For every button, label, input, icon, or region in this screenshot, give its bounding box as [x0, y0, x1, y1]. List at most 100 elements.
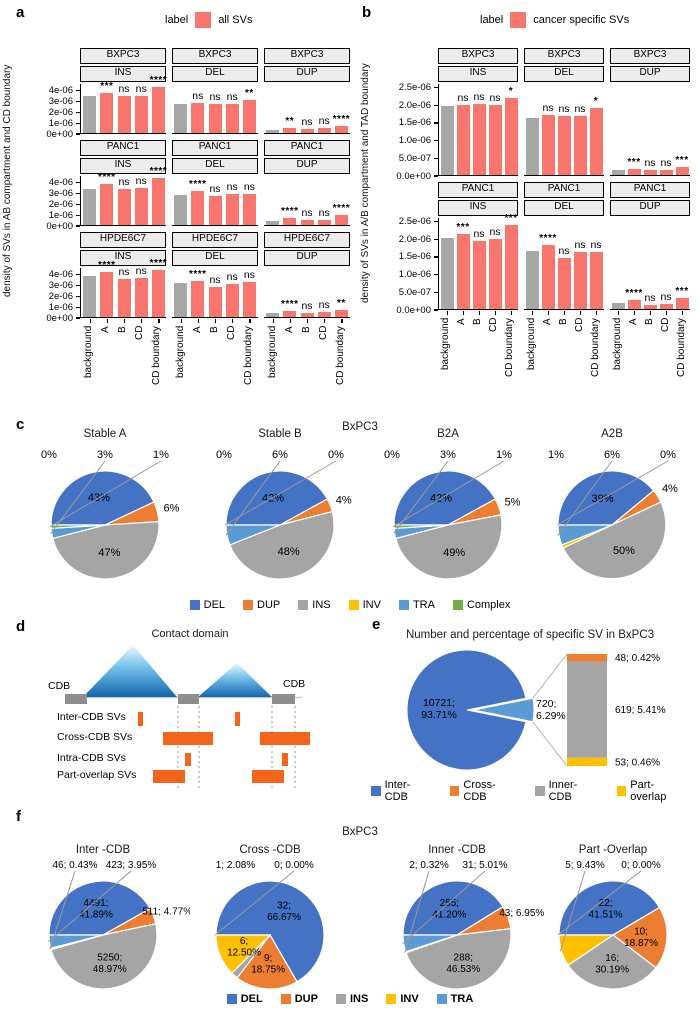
significance-label: ns [289, 208, 325, 219]
facet-header-cell-line: HPDE6C7 [264, 232, 350, 248]
label-leader-line [403, 871, 485, 944]
pie-slice-ins [563, 502, 666, 579]
bar-cd-boundary [335, 126, 348, 133]
legend-label: DEL [204, 599, 225, 611]
panel-d-letter: d [16, 618, 25, 635]
significance-label: ns [477, 93, 513, 104]
pie-slice-dup [448, 499, 501, 525]
x-tick-label: A [454, 318, 469, 400]
y-tick-mark [76, 307, 80, 308]
pie-slice-ins [230, 512, 334, 579]
label-leader-line [215, 871, 294, 935]
bar-segment-2 [567, 758, 607, 766]
facet-header-sv-type: DUP [610, 66, 690, 82]
facet-header-cell-line: PANC1 [524, 182, 604, 198]
bar-b [301, 313, 314, 317]
pie-label-complex: 0% [328, 449, 344, 461]
pie-chart-0: 43%6%47%0%3%1% [18, 433, 192, 613]
pie-slice-complex [394, 525, 448, 528]
legend-swatch-complex [453, 600, 463, 610]
cancer-specific-svs-label: cancer specific SVs [533, 14, 629, 26]
bar-background [266, 313, 279, 317]
y-tick-mark [76, 112, 80, 113]
pie-label-tra: 3% [97, 449, 113, 461]
pie-label-inv: 0% [216, 449, 232, 461]
x-tick-label: CD [132, 326, 147, 408]
bar-cd-boundary [243, 100, 256, 133]
bar-b [473, 104, 486, 175]
pie-title-1: Stable B [215, 428, 345, 440]
significance-label: ns [106, 84, 142, 95]
bar-a [628, 169, 641, 175]
bar-cd [489, 239, 502, 309]
pie-label-ins: 47% [98, 547, 120, 559]
all-svs-swatch [195, 12, 211, 28]
pie-label-tra: 0; 0.00% [274, 860, 314, 871]
inter-cdb-svs-label: Inter-CDB SVs [57, 711, 126, 723]
x-tick-label: CD [316, 326, 331, 408]
cross-cdb-sv-mark [260, 732, 310, 745]
x-tick-label: CD [658, 318, 673, 400]
significance-label: **** [530, 233, 566, 244]
x-tick-mark [447, 311, 448, 315]
significance-label: * [493, 86, 529, 97]
x-tick-mark [564, 311, 565, 315]
bar-b [209, 287, 222, 317]
y-tick-label: 0.0e+00 [396, 305, 431, 316]
intra-cdb-svs-label: Intra-CDB SVs [57, 752, 126, 764]
y-tick-label: 0e+00 [46, 129, 73, 140]
x-tick-label: B [299, 326, 314, 408]
x-tick-label: background [524, 318, 539, 400]
facet-header-sv-type: DEL [524, 66, 604, 82]
pie-slice-inv [216, 935, 270, 973]
legend-label: DUP [257, 599, 280, 611]
x-tick-label: CD [224, 326, 239, 408]
bar-cd [135, 188, 148, 225]
y-tick-label: 2e-06 [49, 107, 73, 118]
bar-cd [489, 105, 502, 175]
pie-of-bar-chart: 48; 0.42%619; 5.41%53; 0.46%10721;93.71%… [362, 646, 697, 778]
label-leader-line [394, 461, 448, 534]
bar-a [283, 311, 296, 317]
pie-slice-tra [403, 935, 457, 952]
label-leader-line [225, 461, 336, 525]
bar-a [191, 281, 204, 317]
contact-domain-triangle-2 [198, 663, 272, 697]
x-tick-mark [181, 319, 182, 323]
label-leader-line [557, 461, 668, 525]
significance-label: **** [180, 179, 216, 190]
legend-swatch-dup [243, 600, 253, 610]
pie-slice-tra [51, 525, 105, 538]
contact-domain-diagram [10, 618, 355, 808]
pie-label-del: 42% [430, 492, 452, 504]
bar-b [118, 189, 131, 225]
significance-label: ns [180, 91, 216, 102]
facet-header-cell-line: PANC1 [80, 140, 166, 156]
panel-b-y-axis-label: density of SVs in A/B compartment and TA… [360, 52, 374, 314]
significance-label: * [578, 96, 614, 107]
pie-label-del: 43% [88, 492, 110, 504]
pie-slice-del [49, 881, 150, 935]
facet-header-sv-type: INS [438, 66, 518, 82]
pie-slice-dup [237, 935, 297, 989]
significance-label: ns [214, 272, 250, 283]
y-tick-label: 5.0e-07 [399, 153, 431, 164]
significance-label: ns [214, 182, 250, 193]
y-tick-mark [76, 123, 80, 124]
x-tick-label: B [642, 318, 657, 400]
x-tick-mark [141, 319, 142, 323]
bar-background [612, 303, 625, 309]
pie-label-dup: 6% [163, 502, 179, 514]
significance-label: ** [231, 88, 267, 99]
